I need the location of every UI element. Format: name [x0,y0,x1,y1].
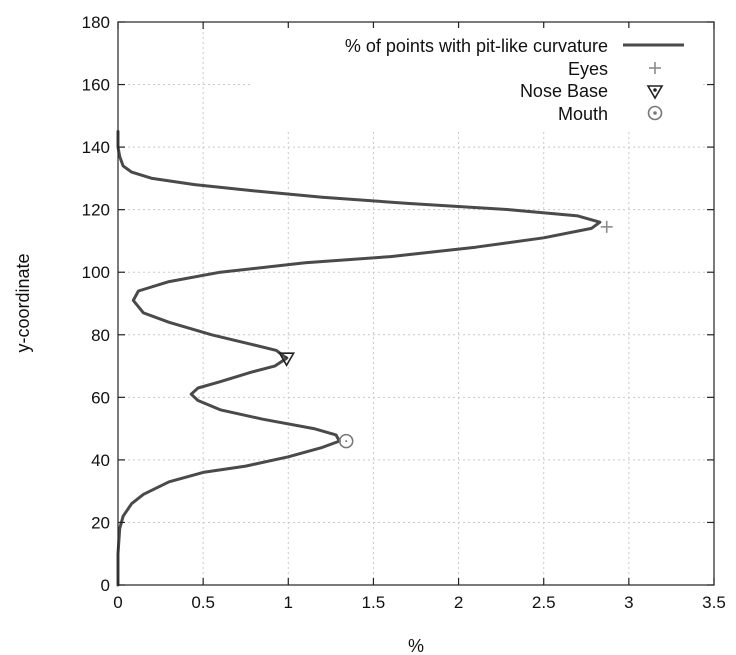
y-tick-label: 100 [82,263,110,282]
y-tick-label: 160 [82,76,110,95]
series-line-curvature [116,130,602,587]
y-tick-label: 60 [91,388,110,407]
y-tick-label: 0 [101,576,110,595]
marker-nose-base [278,352,295,367]
x-tick-label: 1.5 [362,593,386,612]
y-tick-label: 120 [82,201,110,220]
axis-ticks: 0 0.5 1 1.5 2 2.5 3 3.5 0 20 40 60 80 100 120 140 160 180 [82,13,726,612]
x-tick-label: 3 [624,593,633,612]
y-axis-title: y-coordinate [13,253,33,352]
x-tick-label: 3.5 [702,593,726,612]
y-tick-label: 80 [91,326,110,345]
y-tick-label: 20 [91,513,110,532]
legend-circle-dot-icon [647,105,663,121]
x-tick-label: 2.5 [532,593,556,612]
legend-plus-icon [649,62,661,74]
x-tick-label: 0 [113,593,122,612]
y-tick-label: 140 [82,138,110,157]
plot-series [116,130,602,587]
legend-label-mouth: Mouth [558,104,608,124]
y-tick-label: 40 [91,451,110,470]
legend-item-eyes: Eyes [568,59,661,79]
y-tick-label: 180 [82,13,110,32]
legend-triangle-down-icon [646,85,664,100]
plot-frame [117,21,715,586]
x-tick-label: 2 [454,593,463,612]
legend-label-nose-base: Nose Base [520,81,608,101]
legend-label-eyes: Eyes [568,59,608,79]
x-tick-label: 0.5 [191,593,215,612]
legend-label-curvature: % of points with pit-like curvature [345,36,608,56]
x-axis-title: % [408,636,424,655]
legend-item-curvature: % of points with pit-like curvature [345,36,684,56]
plot-markers [278,220,613,449]
x-tick-label: 1 [284,593,293,612]
legend: % of points with pit-like curvature Eyes… [250,28,700,130]
legend-item-mouth: Mouth [558,104,663,124]
marker-eyes [600,220,613,233]
legend-item-nose-base: Nose Base [520,81,664,101]
marker-mouth [338,433,354,449]
